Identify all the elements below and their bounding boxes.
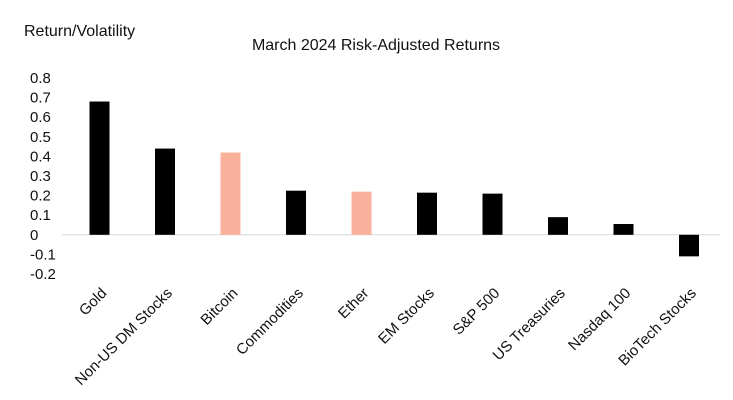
y-tick-label: 0.7 [30, 90, 51, 107]
y-tick-label: 0.5 [30, 129, 51, 146]
bar [286, 190, 306, 235]
x-tick-label: EM Stocks [375, 285, 438, 348]
y-tick-label: 0.2 [30, 188, 51, 205]
bar [351, 191, 372, 235]
chart-title: March 2024 Risk-Adjusted Returns [252, 37, 500, 54]
bars-group [89, 101, 699, 257]
y-tick-label: -0.2 [30, 266, 56, 283]
y-tick-label: 0.3 [30, 168, 51, 185]
x-tick-label: Commodities [233, 285, 307, 359]
bar [220, 152, 241, 235]
x-tick-label: Bitcoin [197, 285, 241, 329]
bar [89, 101, 110, 235]
x-tick-label: Ether [335, 285, 372, 322]
x-tick-label: S&P 500 [450, 285, 504, 339]
y-tick-label: 0 [30, 227, 38, 244]
x-tick-label: Gold [76, 285, 110, 319]
bar [613, 224, 634, 235]
bar [482, 193, 503, 235]
y-tick-label: 0.8 [30, 70, 51, 87]
y-tick-label: 0.1 [30, 207, 51, 224]
bar [417, 192, 437, 235]
bar [155, 148, 175, 235]
bar [679, 234, 699, 257]
y-axis-ticks: 0.8 0.7 0.6 0.5 0.4 0.3 0.2 0.1 0 -0.1 -0.2 [30, 70, 56, 283]
y-tick-label: 0.4 [30, 148, 51, 165]
bar [548, 217, 568, 235]
y-tick-label: -0.1 [30, 246, 56, 263]
y-tick-label: 0.6 [30, 109, 51, 126]
y-axis-label: Return/Volatility [24, 23, 135, 40]
x-tick-label: Nasdaq 100 [565, 285, 634, 354]
